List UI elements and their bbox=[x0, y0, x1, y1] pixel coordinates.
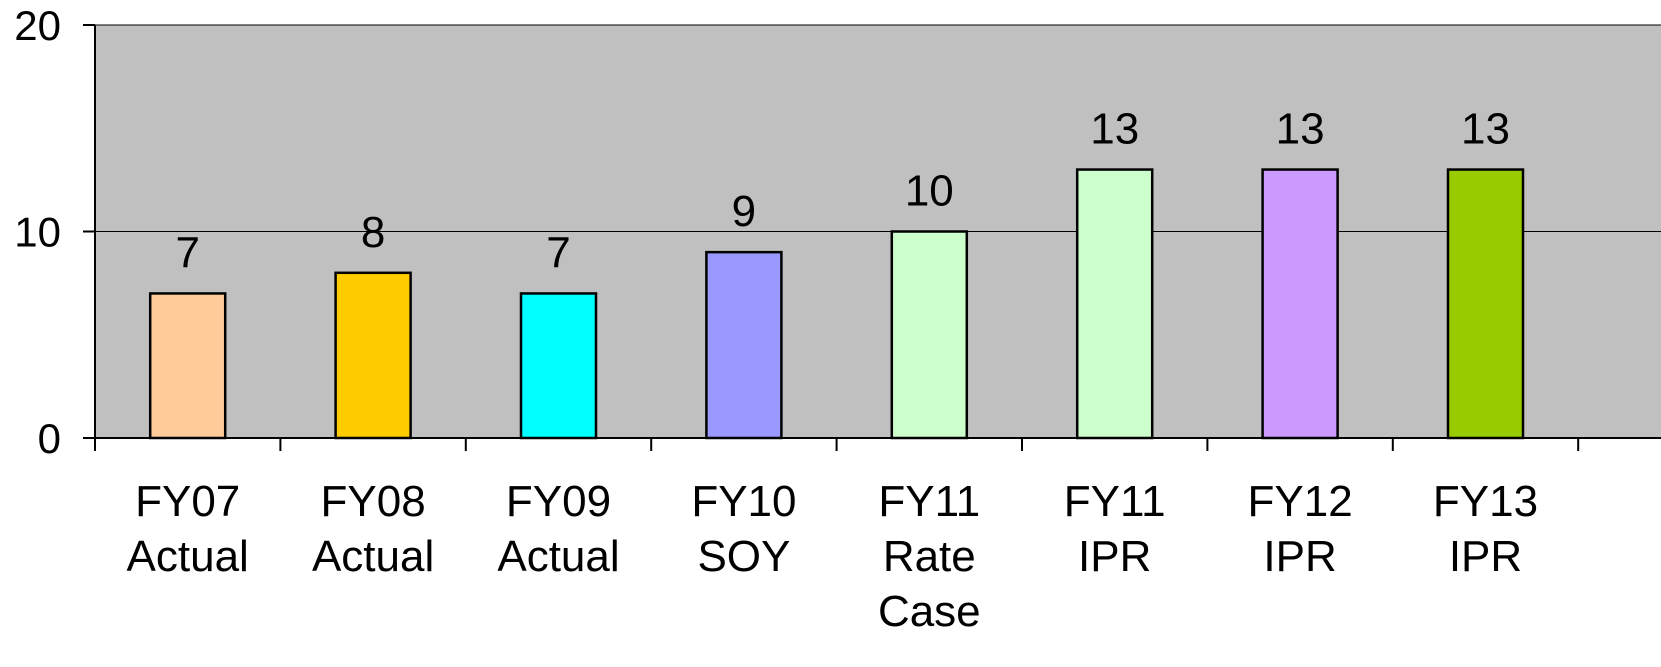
gridlines bbox=[95, 24, 1661, 232]
category-label-line: FY13 bbox=[1433, 477, 1538, 526]
data-label: 13 bbox=[1276, 105, 1325, 154]
x-axis-labels: FY07ActualFY08ActualFY09ActualFY10SOYFY1… bbox=[127, 477, 1539, 636]
data-label: 7 bbox=[175, 228, 199, 277]
y-tick-label: 10 bbox=[14, 209, 61, 256]
data-label: 7 bbox=[546, 228, 570, 277]
category-label-line: Actual bbox=[127, 532, 249, 581]
data-labels: 7 8 7 9 10 13 13 13 bbox=[175, 105, 1510, 278]
category-label-line: FY08 bbox=[321, 477, 426, 526]
y-tick-label: 20 bbox=[14, 2, 61, 49]
data-label: 13 bbox=[1461, 105, 1510, 154]
y-axis-ticks: 0 10 20 bbox=[14, 2, 95, 462]
data-label: 10 bbox=[905, 167, 954, 216]
category-label-line: FY12 bbox=[1248, 477, 1353, 526]
bar bbox=[519, 292, 598, 440]
data-label: 9 bbox=[732, 187, 756, 236]
category-label-line: Actual bbox=[497, 532, 619, 581]
category-label: FY11 IPR bbox=[1064, 477, 1166, 581]
bar bbox=[1261, 168, 1339, 440]
category-label-line: Actual bbox=[312, 532, 434, 581]
category-label-line: FY07 bbox=[135, 477, 240, 526]
category-label: FY09 Actual bbox=[497, 477, 619, 581]
category-label-line: SOY bbox=[697, 532, 790, 581]
bar bbox=[148, 292, 227, 440]
category-label: FY08 Actual bbox=[312, 477, 434, 581]
category-label: FY11 Rate Case bbox=[878, 477, 981, 636]
bar bbox=[705, 250, 783, 440]
y-tick-label: 0 bbox=[38, 415, 61, 462]
data-label: 8 bbox=[361, 208, 385, 257]
bar bbox=[334, 271, 412, 440]
category-label-line: IPR bbox=[1263, 532, 1336, 581]
bar bbox=[1075, 168, 1154, 440]
bar bbox=[1446, 168, 1525, 440]
category-label-line: FY11 bbox=[878, 477, 980, 526]
category-label-line: FY09 bbox=[506, 477, 611, 526]
category-label: FY10 SOY bbox=[691, 477, 796, 581]
category-label-line: Rate bbox=[883, 532, 976, 581]
category-label-line: FY11 bbox=[1064, 477, 1166, 526]
category-label-line: FY10 bbox=[691, 477, 796, 526]
category-label: FY07 Actual bbox=[127, 477, 249, 581]
category-label: FY13 IPR bbox=[1433, 477, 1538, 581]
bars bbox=[148, 168, 1525, 440]
category-label-line: Case bbox=[878, 587, 981, 636]
bar bbox=[890, 230, 969, 440]
data-label: 13 bbox=[1090, 105, 1139, 154]
x-axis-ticks bbox=[94, 438, 1580, 451]
category-label-line: IPR bbox=[1078, 532, 1151, 581]
category-label: FY12 IPR bbox=[1248, 477, 1353, 581]
category-label-line: IPR bbox=[1449, 532, 1522, 581]
